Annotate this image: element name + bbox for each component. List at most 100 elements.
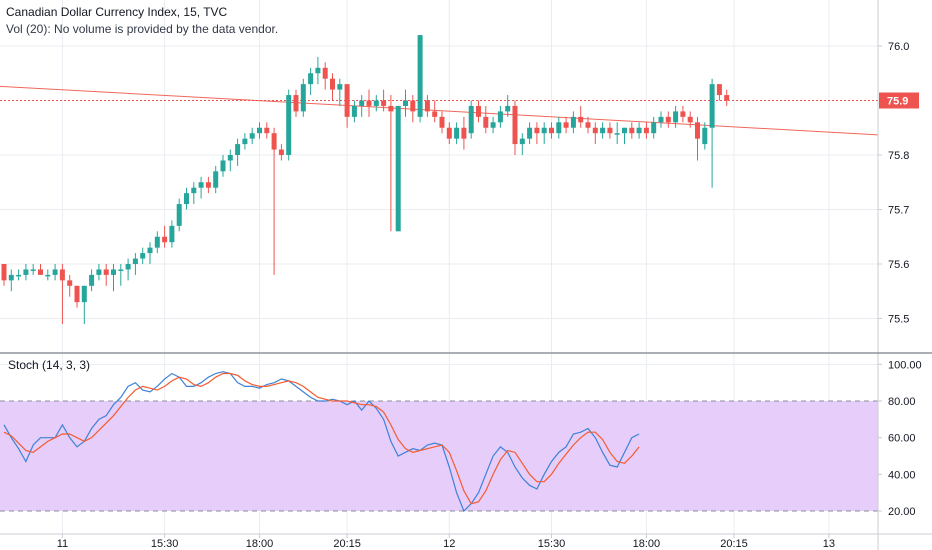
candle-body bbox=[388, 105, 394, 112]
stoch-k-line bbox=[3, 371, 640, 513]
candle-body bbox=[23, 269, 29, 275]
candle-body bbox=[403, 100, 408, 106]
candle-body bbox=[300, 84, 306, 112]
candle-body bbox=[359, 100, 365, 106]
time-tick-label: 15:30 bbox=[151, 538, 179, 550]
price-tick-label: 75.5 bbox=[888, 314, 909, 326]
price-tick-label: 75.8 bbox=[888, 150, 909, 162]
candle-body bbox=[483, 116, 489, 128]
candle-body bbox=[213, 171, 219, 188]
candle-body bbox=[176, 204, 182, 226]
candle-body bbox=[665, 116, 671, 123]
candle-body bbox=[264, 127, 270, 134]
candle-body bbox=[527, 127, 533, 139]
candle-body bbox=[658, 116, 664, 123]
time-tick-label: 20:15 bbox=[720, 538, 748, 550]
candle-body bbox=[614, 133, 620, 135]
candle-body bbox=[169, 225, 175, 243]
candle-body bbox=[366, 100, 372, 106]
candle-body bbox=[184, 193, 189, 205]
candle-body bbox=[417, 35, 423, 117]
candle-body bbox=[235, 144, 241, 155]
candle-body bbox=[8, 274, 14, 281]
stoch-indicator-label[interactable]: Stoch (14, 3, 3) bbox=[8, 358, 91, 372]
candle-body bbox=[497, 111, 503, 123]
symbol-title[interactable]: Canadian Dollar Currency Index, 15, TVC bbox=[6, 5, 228, 19]
stoch-tick-label: 40.00 bbox=[888, 469, 916, 481]
candle-body bbox=[687, 116, 693, 123]
stoch-overbought-oversold-band bbox=[0, 400, 878, 512]
candle-body bbox=[337, 84, 343, 90]
price-axis[interactable]: 75.5 75.6 75.7 75.8 76.0 bbox=[878, 41, 909, 326]
candle-body bbox=[198, 182, 204, 188]
candle-body bbox=[636, 127, 642, 134]
candle-body bbox=[257, 127, 262, 134]
candle-body bbox=[162, 236, 168, 243]
stoch-tick-label: 20.00 bbox=[888, 506, 916, 518]
price-tick-label: 75.7 bbox=[888, 205, 909, 217]
candle-body bbox=[680, 111, 686, 117]
candle-body bbox=[89, 274, 95, 286]
last-price-label: 75.9 bbox=[879, 92, 919, 109]
candle-body bbox=[1, 264, 7, 281]
candle-body bbox=[344, 84, 350, 117]
stoch-tick-label: 80.00 bbox=[888, 396, 916, 408]
trendline bbox=[0, 85, 879, 136]
candle-body bbox=[600, 127, 606, 134]
candle-body bbox=[381, 100, 387, 106]
candle-body bbox=[607, 127, 613, 134]
candle-body bbox=[724, 95, 730, 101]
candle-body bbox=[695, 122, 700, 139]
stoch-tick-label: 100.00 bbox=[888, 359, 922, 371]
candle-body bbox=[103, 269, 109, 275]
candle-body bbox=[191, 187, 197, 194]
candle-body bbox=[132, 258, 138, 264]
candle-body bbox=[490, 122, 496, 128]
candle-body bbox=[446, 127, 452, 139]
candle-body bbox=[556, 122, 562, 134]
candle-body bbox=[278, 149, 284, 155]
candle-body bbox=[709, 84, 715, 128]
price-tick-label: 76.0 bbox=[888, 41, 909, 53]
candle-body bbox=[461, 127, 467, 139]
candle-body bbox=[468, 105, 474, 134]
candle-body bbox=[534, 127, 540, 134]
candle-body bbox=[205, 182, 211, 188]
candle-body bbox=[410, 100, 416, 112]
stochastic-series bbox=[3, 371, 640, 513]
candle-body bbox=[395, 105, 401, 232]
candle-body bbox=[315, 67, 321, 74]
candle-body bbox=[716, 84, 722, 96]
candle-body bbox=[651, 122, 657, 134]
candle-body bbox=[592, 127, 598, 134]
candle-body bbox=[118, 269, 124, 271]
time-tick-label: 11 bbox=[57, 538, 68, 550]
candle-body bbox=[702, 127, 708, 145]
candle-body bbox=[585, 122, 591, 128]
candle-body bbox=[220, 160, 226, 172]
candle-body bbox=[476, 105, 481, 117]
volume-note: Vol (20): No volume is provided by the d… bbox=[6, 22, 279, 36]
candle-body bbox=[227, 155, 233, 161]
candle-body bbox=[549, 127, 554, 134]
stoch-d-line bbox=[3, 372, 640, 505]
time-tick-label: 13 bbox=[823, 538, 835, 550]
candle-body bbox=[439, 116, 445, 128]
candle-body bbox=[454, 127, 460, 139]
candle-body bbox=[570, 116, 576, 128]
candle-body bbox=[242, 138, 248, 145]
time-tick-label: 15:30 bbox=[538, 538, 566, 550]
candle-body bbox=[249, 133, 255, 139]
candle-body bbox=[154, 236, 160, 248]
candle-body bbox=[351, 105, 357, 117]
time-tick-label: 12 bbox=[443, 538, 455, 550]
time-axis[interactable]: 11 15:30 18:00 20:15 12 15:30 18:00 20:15 13 bbox=[57, 534, 835, 550]
candlestick-series bbox=[1, 35, 730, 324]
stoch-axis[interactable]: 20.00 40.00 60.00 80.00 100.00 bbox=[878, 359, 922, 518]
candle-body bbox=[541, 127, 547, 134]
candle-body bbox=[286, 95, 292, 155]
candle-body bbox=[125, 264, 131, 270]
stoch-tick-label: 60.00 bbox=[888, 433, 916, 445]
